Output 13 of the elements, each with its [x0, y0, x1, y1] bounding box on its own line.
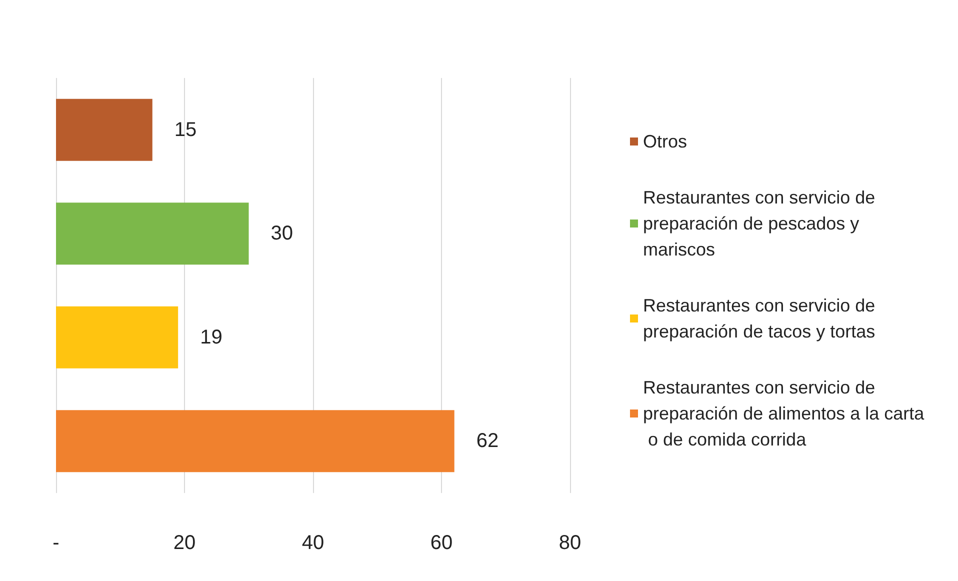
x-tick-label: 40	[302, 532, 324, 554]
legend-label: Restaurantes con servicio de preparación de alimentos a la carta o de comida corrida	[643, 378, 926, 450]
data-label: 15	[174, 118, 197, 141]
legend-label: Otros	[643, 132, 688, 152]
x-tick-label: 80	[558, 532, 582, 554]
x-tick-label: -	[52, 532, 60, 554]
x-tick-label: 60	[430, 532, 453, 554]
legend-label: Restaurantes con servicio de preparación de pescados y mariscos	[643, 188, 880, 260]
x-tick-label: 20	[173, 532, 196, 554]
legend-label: Restaurantes con servicio de preparación de tacos y tortas	[643, 296, 880, 342]
data-label: 62	[476, 430, 499, 452]
data-label: 19	[200, 326, 222, 348]
data-label: 30	[270, 222, 293, 245]
